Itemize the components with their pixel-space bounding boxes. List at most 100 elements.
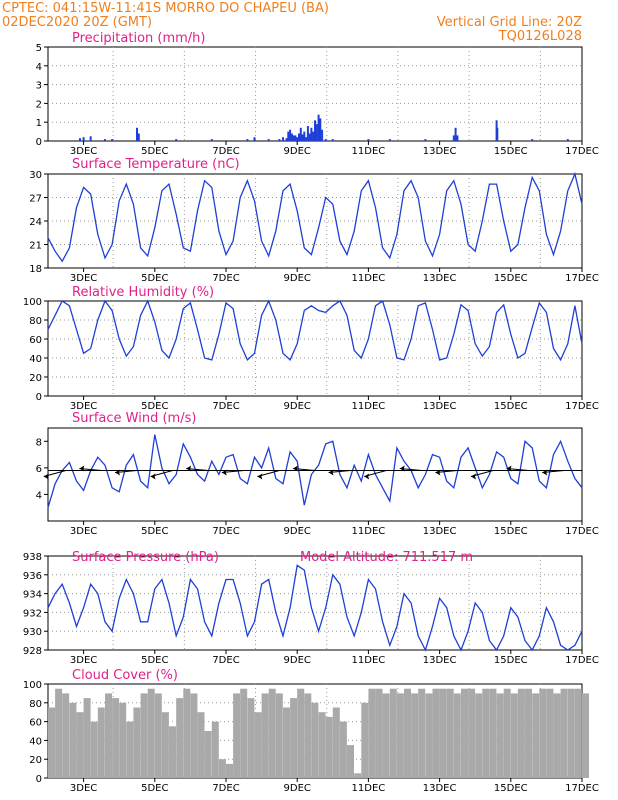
wind-xtick-label: 3DEC [70,526,97,537]
precip-xtick-label: 17DEC [565,146,599,157]
wind-xtick-label: 7DEC [212,526,239,537]
cloud-bar [418,688,426,778]
cloud-bar [283,707,290,778]
cloud-bar [461,688,468,778]
cloud-bar [539,688,547,778]
cloud-bar [126,721,134,778]
cloud-bar [226,763,233,778]
wind-arrow-head [435,469,441,476]
cloud-bar [332,707,340,778]
cloud-bar [567,688,575,778]
precip-bar [253,137,256,141]
cloud-ytick-label: 60 [29,718,42,729]
precip-bar [531,139,534,141]
cloud-xtick-label: 17DEC [565,783,599,794]
precip-bar [319,118,322,141]
cloud-panel: 0 20 40 60 80 100 3DEC 5DEC 7DEC 9DEC 11DEC 13DEC 15… [23,668,599,794]
cloud-bar [140,693,148,778]
cloud-bar [97,707,105,778]
cloud-bar [261,693,269,778]
cloud-bar [297,688,305,778]
precip-bar [282,137,284,141]
cloud-xtick-label: 9DEC [284,783,311,794]
precip-bar [424,139,427,141]
header-model: TQ0126L028 [498,29,582,44]
precip-bar [312,131,315,141]
cloud-bar [354,773,362,778]
precip-bar [298,133,300,141]
temp-xtick-label: 7DEC [212,273,239,284]
cloud-bar [582,693,589,778]
cloud-xtick-label: 11DEC [352,783,386,794]
precip-bar [210,139,213,141]
precip-bar [299,127,302,141]
rh-xtick-label: 5DEC [141,401,168,412]
temp-xtick-label: 11DEC [352,273,386,284]
pres-xtick-label: 9DEC [284,655,311,666]
temp-xtick-label: 5DEC [141,273,168,284]
cloud-bar [161,712,169,778]
rh-xtick-label: 7DEC [212,401,239,412]
pres-ytick-label: 928 [23,646,42,657]
precip-bar [303,131,306,141]
temp-xtick-label: 9DEC [284,273,311,284]
cloud-bar [304,693,312,778]
precip-bar [496,127,499,141]
precip-bar [454,127,457,141]
cloud-bar [382,693,390,778]
cloud-bar [190,693,198,778]
cloud-bar [233,693,241,778]
cloud-bar [211,721,219,778]
precip-bar [452,135,455,141]
temp-xtick-label: 13DEC [423,273,457,284]
rh-ytick-label: 80 [29,316,42,327]
precip-xtick-label: 5DEC [141,146,168,157]
cloud-bar [183,688,191,778]
pres-xtick-label: 17DEC [565,655,599,666]
wind-xtick-label: 5DEC [141,526,168,537]
wind-xtick-label: 13DEC [423,526,457,537]
precip-xtick-label: 7DEC [212,146,239,157]
cloud-bar [62,693,70,778]
wind-ytick-label: 8 [36,437,42,448]
pres-frame [47,555,583,651]
precip-xtick-label: 9DEC [284,146,311,157]
precip-bar [310,127,313,141]
precip-bar [566,139,569,141]
cloud-bar [347,745,354,778]
cloud-bar [496,693,504,778]
pres-panel: 928 930 932 934 936 938 3DEC 5DEC 7DEC 9DEC 11DEC 1… [23,550,599,666]
temp-title: Surface Temperature (nC) [72,157,240,172]
rh-ytick-label: 100 [23,297,42,308]
cloud-bar [439,688,447,778]
precip-bar [267,139,270,141]
cloud-ytick-label: 40 [29,736,42,747]
temp-ytick-label: 24 [29,217,42,228]
wind-arrow-head [293,465,298,472]
cloud-bar [275,693,283,778]
cloud-xtick-label: 7DEC [212,783,239,794]
rh-xtick-label: 17DEC [565,401,599,412]
precip-bar [89,136,92,141]
precip-ytick-label: 0 [36,137,42,148]
precip-ytick-label: 2 [36,99,42,110]
temp-xtick-label: 3DEC [70,273,97,284]
temp-panel: 18 21 24 27 30 3DEC 5DEC 7DEC 9DEC 11DEC 13DEC 15DE… [29,157,599,284]
temp-xtick-label: 17DEC [565,273,599,284]
pres-xtick-label: 7DEC [212,655,239,666]
cloud-bar [169,726,176,778]
cloud-bar [368,688,376,778]
cloud-bar [546,688,554,778]
pres-ytick-label: 932 [23,608,42,619]
precip-bar [301,134,304,141]
pres-xtick-label: 5DEC [141,655,168,666]
wind-arrow-head [506,465,512,472]
precip-bar [136,127,138,141]
pres-ytick-label: 938 [23,552,42,563]
precip-bar [314,120,316,141]
precip-bar [278,139,281,141]
cloud-bar [311,702,319,778]
cloud-bar [446,688,454,778]
precip-bar [111,139,114,141]
